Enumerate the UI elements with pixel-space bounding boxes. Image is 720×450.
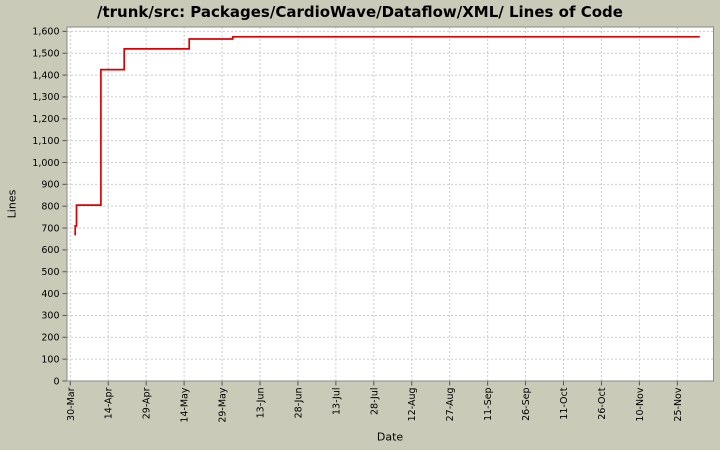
y-tick-label: 1,000 (32, 158, 59, 169)
y-tick-label: 1,200 (32, 114, 59, 125)
y-tick-label: 1,300 (32, 92, 59, 103)
x-tick-label: 29-May (218, 387, 229, 423)
y-tick-label: 200 (41, 333, 59, 344)
y-tick-label: 1,600 (32, 27, 59, 38)
x-tick-label: 27-Aug (445, 388, 456, 422)
y-tick-label: 300 (41, 311, 59, 322)
y-tick-label: 700 (41, 223, 59, 234)
y-tick-label: 0 (53, 376, 59, 387)
chart-title: /trunk/src: Packages/CardioWave/Dataflow… (97, 3, 623, 21)
y-tick-label: 600 (41, 245, 59, 256)
x-tick-label: 28-Jun (293, 388, 304, 419)
x-tick-label: 29-Apr (142, 387, 153, 419)
x-tick-label: 26-Sep (521, 388, 532, 421)
x-tick-label: 30-Mar (66, 387, 77, 421)
gridlines (67, 27, 714, 381)
x-tick-label: 11-Sep (483, 388, 494, 421)
y-tick-label: 400 (41, 289, 59, 300)
x-tick-label: 25-Nov (673, 387, 684, 421)
y-tick-label: 1,400 (32, 70, 59, 81)
x-tick-label: 13-Jun (255, 388, 266, 419)
x-axis-title: Date (376, 430, 404, 444)
x-tick-label: 11-Oct (559, 387, 570, 419)
x-tick-label: 13-Jul (331, 388, 342, 416)
x-tick-label: 14-Apr (104, 387, 115, 419)
y-tick-label: 500 (41, 267, 59, 278)
y-tick-label: 1,100 (32, 136, 59, 147)
y-tick-label: 1,500 (32, 49, 59, 60)
loc-series-line (74, 35, 700, 236)
x-tick-label: 28-Jul (369, 388, 380, 416)
y-axis: 0 100 200 300 400 500 600 700 800 900 1,000 1,100 1,… (32, 27, 67, 387)
y-tick-label: 900 (41, 180, 59, 191)
plot-border (66, 26, 714, 382)
x-tick-label: 12-Aug (407, 388, 418, 422)
x-tick-label: 26-Oct (597, 387, 608, 419)
y-tick-label: 100 (41, 354, 59, 365)
x-tick-label: 10-Nov (635, 387, 646, 421)
y-tick-label: 800 (41, 201, 59, 212)
x-axis: 30-Mar 14-Apr 29-Apr 14-May 29-May 13-Jun 28-J… (66, 381, 684, 423)
plot-background (67, 27, 714, 381)
x-tick-label: 14-May (180, 387, 191, 423)
